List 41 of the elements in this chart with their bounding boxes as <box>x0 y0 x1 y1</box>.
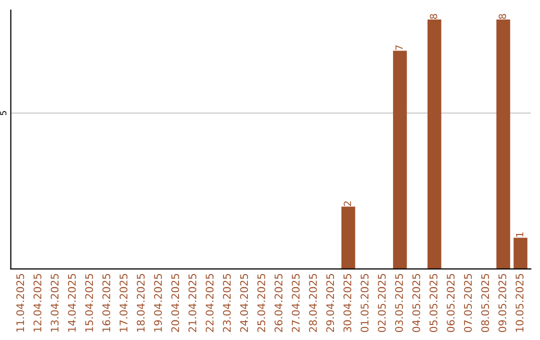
x-tick-label: 08.05.2025 <box>481 274 490 332</box>
x-tick-label: 03.05.2025 <box>395 274 403 332</box>
x-tick-label: 09.05.2025 <box>498 274 506 332</box>
x-tick-label: 11.04.2025 <box>16 274 24 332</box>
x-tick-label: 23.04.2025 <box>222 274 231 332</box>
x-tick-label: 14.04.2025 <box>68 274 76 332</box>
x-tick-label: 19.04.2025 <box>154 274 162 332</box>
bar <box>428 20 442 269</box>
x-tick-label: 15.04.2025 <box>85 274 94 332</box>
x-tick-label: 25.04.2025 <box>257 274 266 332</box>
x-tick-label: 01.05.2025 <box>360 274 369 332</box>
bar <box>496 20 510 269</box>
data-label: 7 <box>396 45 403 50</box>
x-tick-label: 20.04.2025 <box>171 274 180 332</box>
x-tick-label: 10.05.2025 <box>516 274 524 332</box>
x-tick-label: 29.04.2025 <box>326 274 334 332</box>
x-tick-label: 27.04.2025 <box>292 274 300 332</box>
x-tick-label: 18.04.2025 <box>136 274 145 332</box>
x-tick-label: 16.04.2025 <box>102 274 110 332</box>
x-tick-label: 06.05.2025 <box>446 274 455 332</box>
data-label: 1 <box>516 232 524 237</box>
bar <box>393 50 407 269</box>
x-tick-label: 07.05.2025 <box>464 274 472 332</box>
x-tick-label: 22.04.2025 <box>206 274 214 332</box>
data-label: 8 <box>498 14 506 19</box>
x-tick-label: 30.04.2025 <box>343 274 352 332</box>
x-tick-label: 05.05.2025 <box>430 274 438 332</box>
y-tick-label: 5 <box>0 111 6 116</box>
x-tick-label: 24.04.2025 <box>240 274 248 332</box>
bar <box>341 206 356 269</box>
x-tick-label: 04.05.2025 <box>412 274 420 332</box>
x-tick-label: 28.04.2025 <box>309 274 317 332</box>
x-tick-label: 21.04.2025 <box>188 274 196 332</box>
data-label: 2 <box>344 201 351 206</box>
x-tick-label: 26.04.2025 <box>274 274 282 332</box>
data-label: 8 <box>430 14 438 19</box>
x-tick-label: 17.04.2025 <box>120 274 128 332</box>
bar <box>514 238 528 269</box>
x-tick-label: 13.04.2025 <box>50 274 59 332</box>
x-tick-label: 12.04.2025 <box>33 274 42 332</box>
x-tick-label: 02.05.2025 <box>378 274 386 332</box>
